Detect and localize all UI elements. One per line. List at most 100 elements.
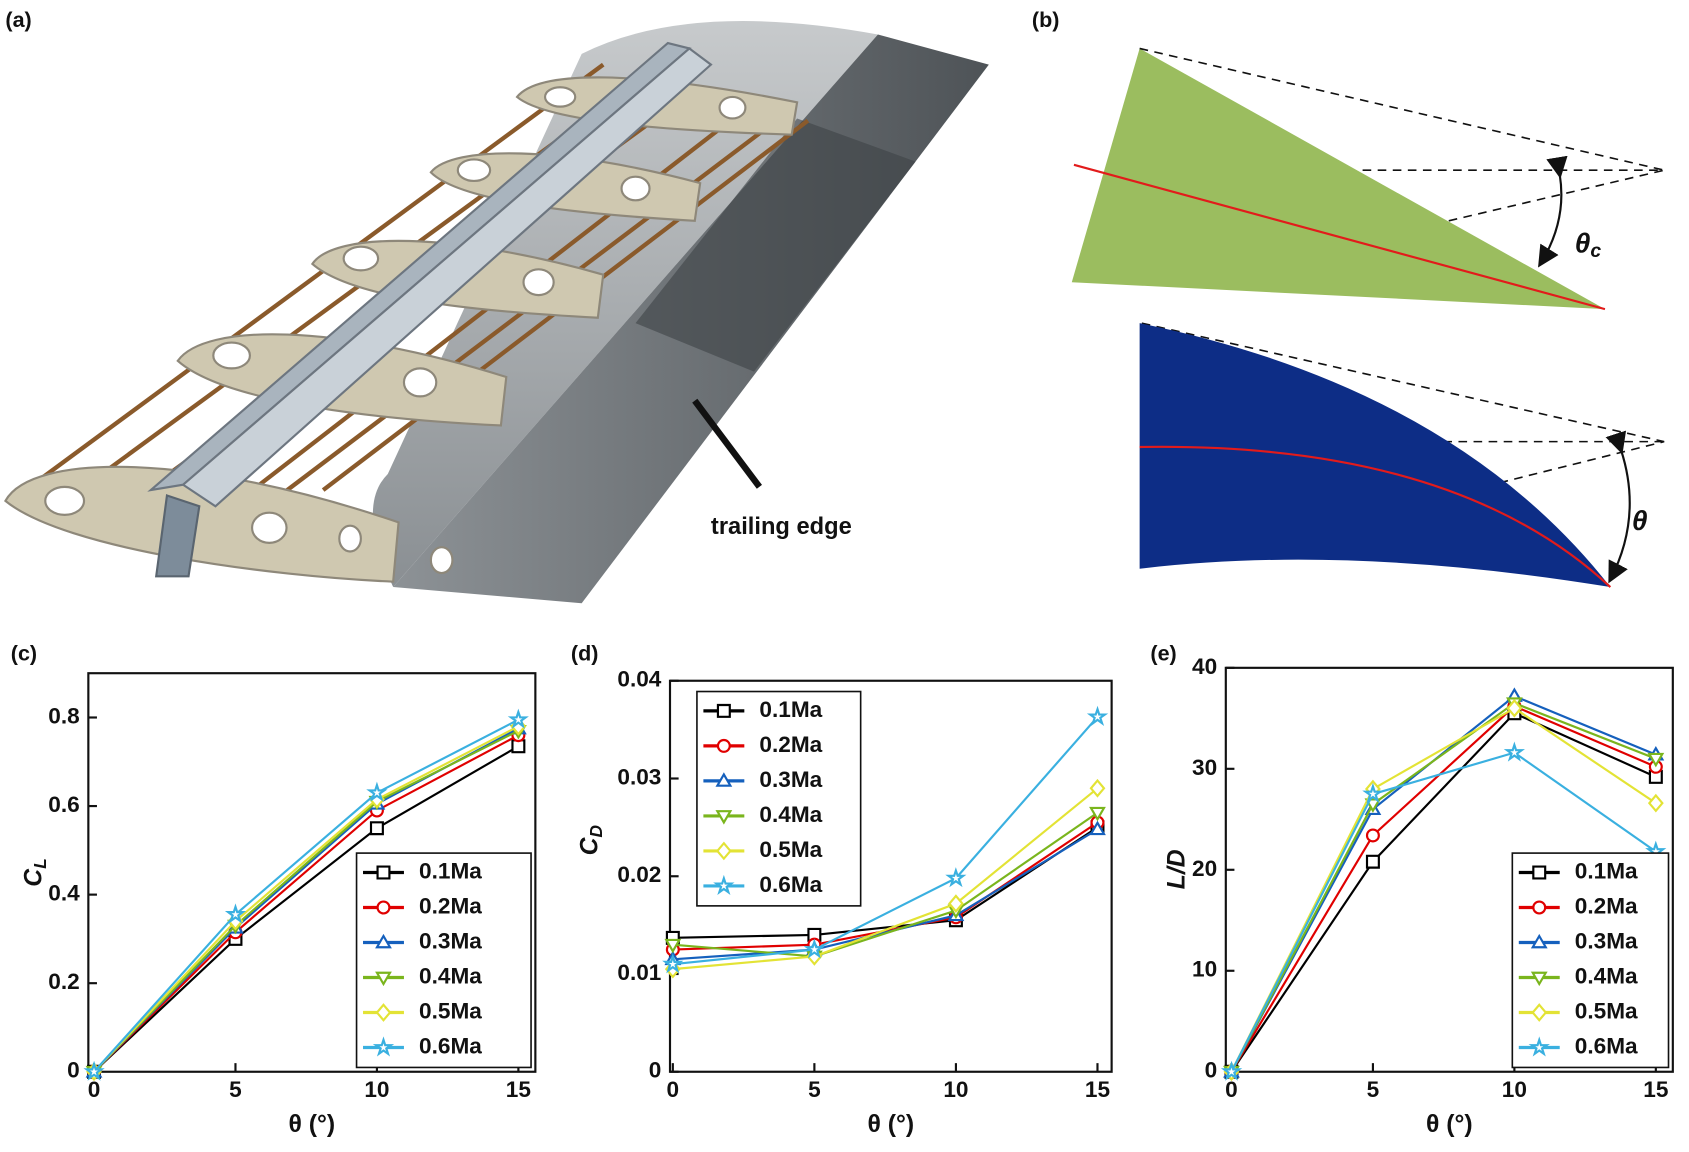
panel-label: (e) [1150, 642, 1176, 666]
legend-frame [355, 852, 532, 1069]
data-marker [1647, 793, 1664, 813]
data-marker [507, 708, 529, 729]
data-marker [1089, 806, 1106, 822]
data-marker [662, 952, 684, 974]
y-axis-label-main: C [576, 836, 603, 855]
legend-marker [375, 971, 392, 987]
x-axis-label: θ (°) [867, 1111, 914, 1138]
legend-marker [375, 933, 392, 949]
data-marker [945, 867, 967, 888]
legend: 0.1Ma 0.2Ma 0.3Ma 0.4Ma 0.5Ma 0.6Ma [696, 690, 862, 907]
y-axis-label: CL [20, 858, 49, 886]
camber-sketch [1071, 47, 1665, 588]
series-line [93, 729, 519, 1073]
legend-label: 0.2Ma [759, 732, 822, 757]
y-axis-label: CD [576, 825, 605, 855]
legend-marker [713, 874, 735, 895]
y-tick-label: 10 [1192, 957, 1217, 982]
y-tick-label: 0.02 [617, 862, 661, 887]
data-marker [1506, 698, 1523, 718]
legend-marker [1532, 900, 1547, 915]
legend-marker [375, 1003, 392, 1022]
series-line [1230, 701, 1657, 1073]
legend: 0.1Ma 0.2Ma 0.3Ma 0.4Ma 0.5Ma 0.6Ma [355, 852, 532, 1069]
legend-marker [376, 900, 391, 915]
x-tick-label: 10 [364, 1077, 389, 1102]
y-axis-label-sub: D [585, 825, 605, 837]
line-chart: 0 5 10 15 0 0.2 0.4 0.6 0.8 θ (°) CL 0.1Ma 0.2Ma 0.3M… [20, 672, 537, 1138]
series-line [1230, 704, 1657, 1073]
legend-marker [1530, 971, 1548, 987]
data-marker [664, 938, 682, 954]
legend-marker [1528, 1036, 1550, 1057]
legend-label: 0.4Ma [1575, 963, 1638, 988]
legend: 0.1Ma 0.2Ma 0.3Ma 0.4Ma 0.5Ma 0.6Ma [1511, 852, 1670, 1069]
y-tick-label: 0 [67, 1058, 80, 1083]
data-marker [807, 927, 822, 942]
legend-label: 0.1Ma [419, 858, 482, 883]
data-marker [1086, 705, 1109, 727]
legend-frame [696, 690, 862, 907]
y-tick-label: 0.6 [48, 792, 79, 817]
legend-marker [715, 810, 733, 825]
series-line [93, 718, 519, 1073]
y-axis-label-main: C [20, 868, 47, 887]
angle-label: θc [1575, 228, 1602, 262]
x-tick-label: 0 [1225, 1077, 1238, 1102]
panel-label: (d) [571, 642, 599, 666]
data-marker [948, 894, 964, 913]
data-marker [1365, 828, 1380, 843]
legend-marker [372, 1036, 395, 1057]
x-axis-label: θ (°) [289, 1111, 336, 1138]
legend-marker [1531, 1003, 1548, 1022]
data-marker [224, 903, 247, 924]
data-marker [1362, 782, 1384, 804]
series-line [672, 811, 1099, 958]
x-tick-label: 0 [88, 1077, 101, 1102]
angle-subscript: c [1590, 240, 1601, 262]
wing-drawing [4, 21, 989, 604]
series-line [93, 725, 519, 1073]
y-axis-label: L/D [1163, 849, 1190, 889]
plot-frame [87, 672, 537, 1073]
legend-label: 0.5Ma [759, 837, 822, 862]
angle-symbol: θ [1575, 228, 1591, 259]
line-chart: 0 5 10 15 0 0.01 0.02 0.03 0.04 θ (°) CD 0.1Ma 0.2Ma… [576, 667, 1113, 1138]
x-tick-label: 5 [1367, 1077, 1380, 1102]
y-tick-label: 0.04 [617, 667, 661, 692]
x-tick-label: 15 [506, 1077, 531, 1102]
legend-label: 0.6Ma [419, 1033, 482, 1058]
y-tick-label: 0.01 [617, 960, 661, 985]
legend-label: 0.4Ma [419, 963, 482, 988]
angle-label: θ [1632, 505, 1648, 536]
legend-label: 0.3Ma [759, 767, 822, 792]
y-axis-label-sub: L [30, 858, 50, 869]
legend-marker [716, 738, 731, 753]
panel-label: (b) [1032, 8, 1060, 32]
legend-marker [716, 703, 731, 718]
series-line [93, 734, 519, 1073]
legend-label: 0.2Ma [1575, 893, 1638, 918]
data-marker [1365, 854, 1380, 869]
x-tick-label: 10 [1502, 1077, 1527, 1102]
legend-label: 0.2Ma [419, 893, 482, 918]
x-tick-label: 5 [808, 1077, 821, 1102]
legend-label: 0.3Ma [1575, 928, 1638, 953]
series-line [1230, 711, 1657, 1073]
y-tick-label: 0 [649, 1058, 662, 1083]
panel-label: (c) [11, 642, 37, 666]
data-marker [366, 781, 388, 802]
x-tick-label: 15 [1643, 1077, 1668, 1102]
data-marker [369, 821, 384, 836]
y-tick-label: 20 [1192, 856, 1217, 881]
series-line [93, 745, 519, 1073]
y-tick-label: 30 [1192, 755, 1217, 780]
series-line [1230, 706, 1657, 1073]
data-marker [1647, 752, 1665, 768]
annotation: trailing edge [711, 514, 852, 540]
legend-marker [376, 865, 391, 880]
legend-label: 0.5Ma [1575, 998, 1638, 1023]
legend-label: 0.4Ma [759, 802, 822, 827]
legend-marker [715, 772, 733, 787]
